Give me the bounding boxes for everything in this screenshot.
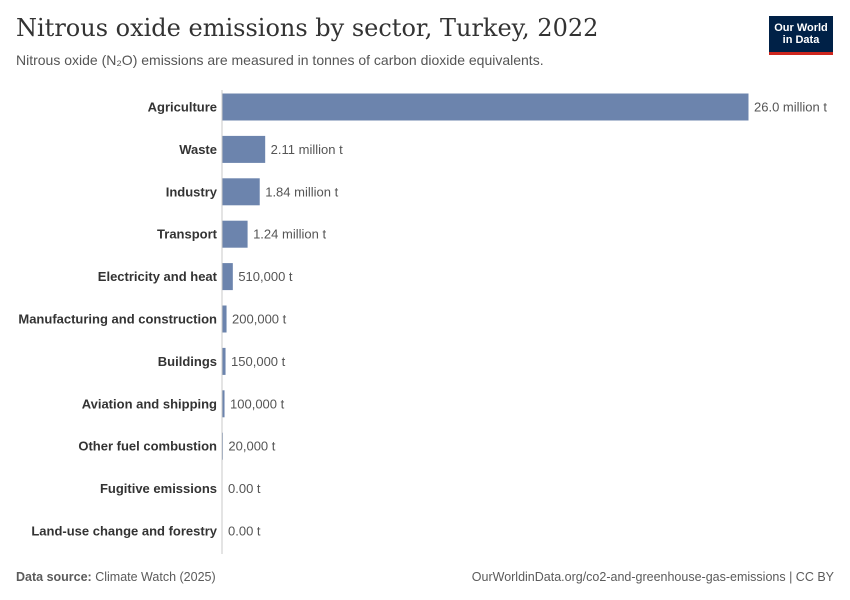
value-label: 510,000 t <box>238 269 293 284</box>
category-label: Transport <box>157 227 218 242</box>
category-label: Buildings <box>158 354 217 369</box>
chart-subtitle: Nitrous oxide (N₂O) emissions are measur… <box>16 52 544 68</box>
data-source-label: Data source: <box>16 570 92 584</box>
bar[interactable] <box>222 390 225 418</box>
bar[interactable] <box>222 263 233 291</box>
value-label: 0.00 t <box>228 524 261 539</box>
bar[interactable] <box>222 305 227 333</box>
category-label: Fugitive emissions <box>100 481 217 496</box>
category-label: Aviation and shipping <box>82 396 217 411</box>
bar[interactable] <box>222 178 260 206</box>
bar[interactable] <box>222 220 248 248</box>
value-label: 100,000 t <box>230 396 285 411</box>
value-label: 200,000 t <box>232 312 287 327</box>
bar-chart: Agriculture 26.0 million t Waste 2.11 milli… <box>18 90 827 554</box>
category-label: Manufacturing and construction <box>18 312 217 327</box>
data-source: Data source: Climate Watch (2025) <box>16 570 216 584</box>
value-label: 150,000 t <box>231 354 286 369</box>
bar[interactable] <box>222 347 226 375</box>
category-label: Waste <box>179 142 217 157</box>
data-source-value[interactable]: Climate Watch (2025) <box>95 570 216 584</box>
value-label: 2.11 million t <box>271 142 343 157</box>
value-label: 1.24 million t <box>253 227 326 242</box>
chart-title: Nitrous oxide emissions by sector, Turke… <box>16 14 599 42</box>
owid-logo[interactable]: Our World in Data <box>769 16 833 55</box>
value-label: 20,000 t <box>228 439 275 454</box>
category-label: Industry <box>166 184 218 199</box>
value-label: 0.00 t <box>228 481 261 496</box>
logo-line-2: in Data <box>782 34 820 46</box>
value-label: 26.0 million t <box>754 100 827 115</box>
category-label: Agriculture <box>148 100 217 115</box>
category-label: Electricity and heat <box>98 269 218 284</box>
category-label: Land-use change and forestry <box>31 524 217 539</box>
bar[interactable] <box>222 93 749 121</box>
value-label: 1.84 million t <box>265 184 338 199</box>
logo-line-1: Our World <box>774 22 828 34</box>
footer-url-license[interactable]: OurWorldinData.org/co2-and-greenhouse-ga… <box>471 570 834 584</box>
category-label: Other fuel combustion <box>78 439 217 454</box>
bar[interactable] <box>222 135 266 163</box>
